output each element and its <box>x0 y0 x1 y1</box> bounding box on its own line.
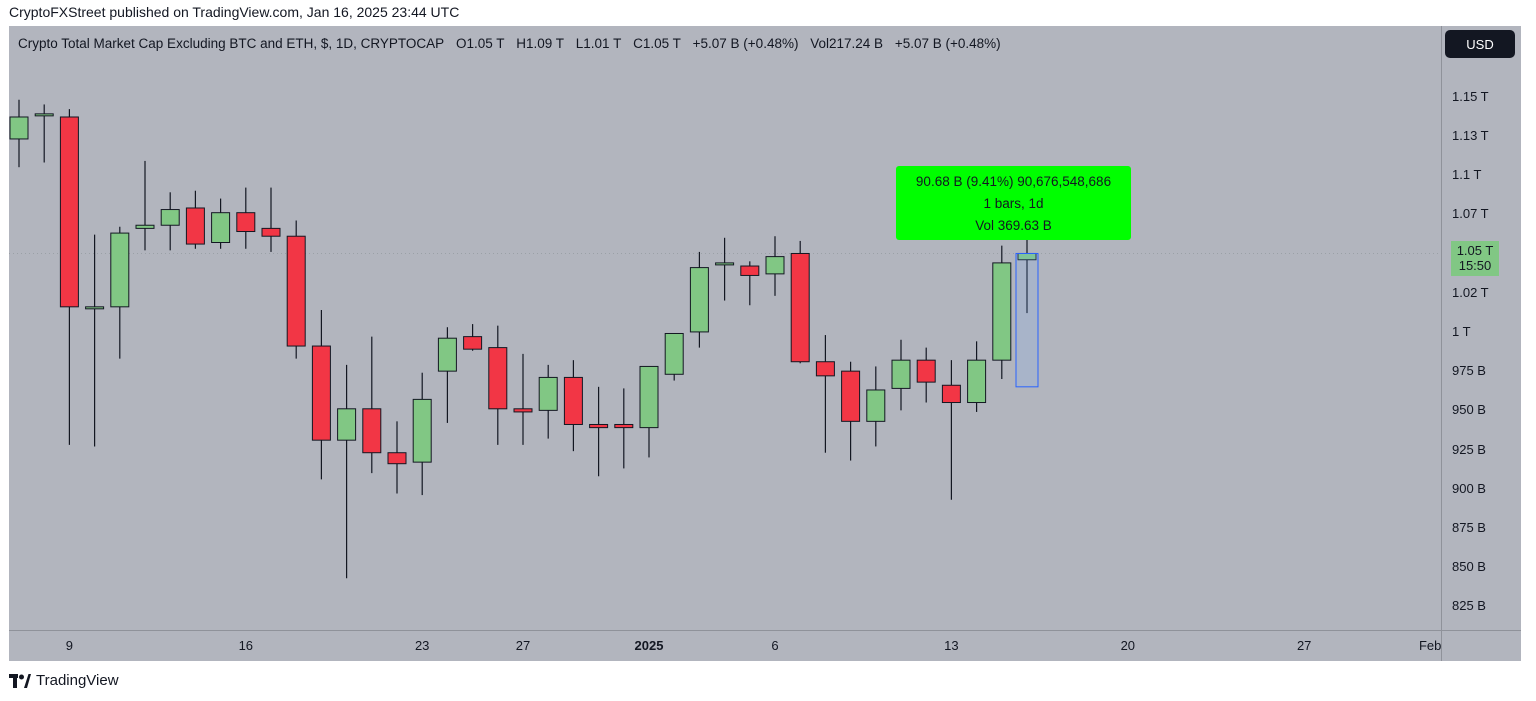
candle-up[interactable] <box>992 262 1012 361</box>
axis-corner <box>1441 630 1521 661</box>
price-tick-label: 850 B <box>1452 559 1486 575</box>
currency-button[interactable]: USD <box>1445 30 1515 58</box>
candle-up[interactable] <box>866 389 886 422</box>
candle-up[interactable] <box>211 212 231 243</box>
candle-down[interactable] <box>589 423 609 429</box>
legend-volume: Vol217.24 B <box>810 36 884 51</box>
candle-up[interactable] <box>85 306 105 310</box>
plot-area[interactable] <box>9 26 1441 630</box>
candle-down[interactable] <box>513 408 533 413</box>
price-tick-label: 1.02 T <box>1452 284 1489 300</box>
candlestick-chart[interactable] <box>9 26 1441 630</box>
price-tick-label: 1.07 T <box>1452 206 1489 222</box>
candle-down[interactable] <box>488 347 508 410</box>
legend-volume-change: +5.07 B (+0.48%) <box>894 36 1001 51</box>
legend-open: O1.05 T <box>455 36 505 51</box>
candle-down[interactable] <box>236 212 256 233</box>
measure-range[interactable] <box>1015 252 1039 388</box>
candle-down[interactable] <box>841 370 861 422</box>
candle-down[interactable] <box>387 452 407 465</box>
legend-high: H1.09 T <box>516 36 565 51</box>
price-axis[interactable] <box>1441 26 1521 630</box>
price-tick-label: 1.1 T <box>1452 167 1482 183</box>
candle-down[interactable] <box>261 227 281 237</box>
time-tick-label: 13 <box>944 638 959 653</box>
candle-down[interactable] <box>286 235 306 347</box>
candle-up[interactable] <box>9 116 29 140</box>
tradingview-brand: TradingView <box>36 672 119 689</box>
candle-up[interactable] <box>639 365 659 429</box>
time-axis[interactable] <box>9 630 1441 661</box>
candle-down[interactable] <box>740 265 760 276</box>
legend-low: L1.01 T <box>575 36 622 51</box>
candle-down[interactable] <box>59 116 79 308</box>
price-tick-label: 975 B <box>1452 363 1486 379</box>
candle-up[interactable] <box>765 256 785 275</box>
time-tick-label: Feb <box>1418 638 1442 653</box>
candle-up[interactable] <box>689 267 709 333</box>
last-price-value: 1.05 T <box>1456 243 1494 258</box>
time-tick-label: 20 <box>1120 638 1136 653</box>
candle-down[interactable] <box>941 384 961 404</box>
legend-change: +5.07 B (+0.48%) <box>692 36 799 51</box>
price-tick-label: 1.13 T <box>1452 127 1489 143</box>
candle-down[interactable] <box>614 423 634 429</box>
bar-countdown: 15:50 <box>1458 258 1492 273</box>
candle-up[interactable] <box>891 359 911 389</box>
price-tick-label: 900 B <box>1452 480 1486 496</box>
candle-up[interactable] <box>437 337 457 372</box>
time-tick-label: 23 <box>414 638 430 653</box>
candle-down[interactable] <box>790 252 810 363</box>
time-tick-label: 27 <box>515 638 531 653</box>
legend-close: C1.05 T <box>633 36 681 51</box>
candle-up[interactable] <box>538 376 558 411</box>
published-by-line: CryptoFXStreet published on TradingView.… <box>9 4 460 20</box>
price-tick-label: 875 B <box>1452 520 1486 536</box>
candle-up[interactable] <box>135 224 155 229</box>
candle-up[interactable] <box>110 232 130 308</box>
candle-up[interactable] <box>337 408 357 441</box>
measure-volume: Vol 369.63 B <box>975 218 1052 233</box>
tradingview-logo[interactable]: TradingView <box>9 672 119 689</box>
chart-frame[interactable]: Crypto Total Market Cap Excluding BTC an… <box>9 26 1521 661</box>
candle-down[interactable] <box>311 345 331 441</box>
candle-up[interactable] <box>412 398 432 463</box>
candle-up[interactable] <box>967 359 987 404</box>
price-tick-label: 1.15 T <box>1452 88 1489 104</box>
candle-up[interactable] <box>34 113 54 117</box>
candle-up[interactable] <box>160 209 180 226</box>
price-tick-label: 825 B <box>1452 598 1486 614</box>
candle-down[interactable] <box>362 408 382 454</box>
time-tick-label: 6 <box>771 638 779 653</box>
candle-down[interactable] <box>916 359 936 383</box>
time-tick-label: 16 <box>238 638 254 653</box>
chart-legend: Crypto Total Market Cap Excluding BTC an… <box>18 36 1009 51</box>
candle-down[interactable] <box>815 361 835 377</box>
measure-change: 90.68 B (9.41%) 90,676,548,686 <box>915 174 1112 189</box>
time-tick-label: 2025 <box>634 638 664 653</box>
measure-bars: 1 bars, 1d <box>983 196 1044 211</box>
time-tick-label: 9 <box>65 638 74 653</box>
price-tick-label: 925 B <box>1452 441 1486 457</box>
legend-symbol[interactable]: Crypto Total Market Cap Excluding BTC an… <box>18 36 445 51</box>
candle-down[interactable] <box>463 336 483 350</box>
tradingview-icon <box>9 673 31 688</box>
candle-down[interactable] <box>185 207 205 245</box>
price-tick-label: 1 T <box>1452 323 1471 339</box>
candle-down[interactable] <box>563 376 583 425</box>
candle-up[interactable] <box>715 262 735 266</box>
time-tick-label: 27 <box>1296 638 1312 653</box>
measure-tooltip: 90.68 B (9.41%) 90,676,548,686 1 bars, 1… <box>896 166 1131 240</box>
last-price-tag: 1.05 T 15:50 <box>1451 241 1499 276</box>
candle-up[interactable] <box>664 332 684 375</box>
price-tick-label: 950 B <box>1452 402 1486 418</box>
